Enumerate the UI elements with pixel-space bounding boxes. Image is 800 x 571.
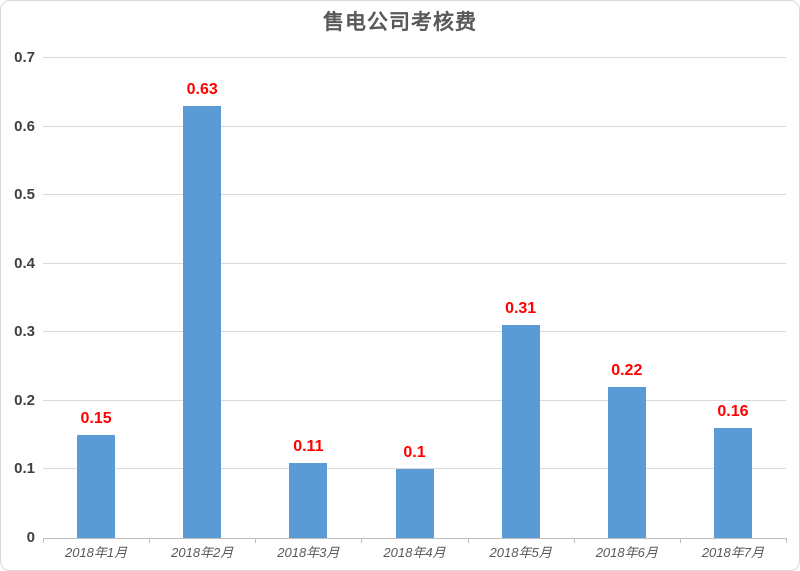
y-tick-label: 0.7: [14, 49, 35, 66]
x-tick-label: 2018年7月: [701, 545, 764, 560]
bar: [395, 469, 434, 538]
y-tick-label: 0.5: [14, 186, 35, 204]
x-tick-label: 2018年3月: [277, 545, 340, 560]
data-label: 0.22: [611, 362, 643, 380]
axis-tick: [786, 538, 787, 543]
bar: [77, 435, 116, 538]
y-tick-label: 0.2: [14, 391, 35, 409]
axis-tick: [43, 538, 44, 543]
data-label: 0.63: [186, 81, 218, 98]
x-tick-label: 2018年6月: [595, 545, 658, 560]
gridline: [43, 262, 786, 264]
y-tick-label: 0.4: [14, 254, 35, 272]
gridline: [43, 125, 786, 127]
y-tick-label: 0.1: [14, 460, 35, 478]
x-tick-label: 2018年5月: [489, 545, 552, 560]
gridline: [43, 468, 786, 470]
data-label: 0.31: [505, 300, 537, 318]
gridline: [43, 331, 786, 333]
y-tick-label: 0.3: [14, 323, 35, 341]
bar: [289, 462, 328, 538]
gridline: [43, 57, 786, 58]
gridline: [43, 194, 786, 196]
data-label: 0.16: [717, 403, 749, 421]
data-label: 0.1: [403, 444, 426, 462]
bar: [713, 428, 752, 538]
bar: [607, 387, 646, 538]
x-axis-line: [43, 538, 786, 539]
axis-tick: [468, 538, 469, 543]
axis-tick: [680, 538, 681, 543]
axis-tick: [574, 538, 575, 543]
bar: [501, 325, 540, 538]
axis-tick: [149, 538, 150, 543]
data-label: 0.11: [293, 437, 324, 455]
y-tick-label: 0: [26, 529, 35, 546]
axis-tick: [361, 538, 362, 543]
data-label: 0.15: [80, 410, 112, 428]
axis-tick: [255, 538, 256, 543]
chart-title: 售电公司考核费: [323, 11, 477, 34]
gridline: [43, 399, 786, 401]
y-tick-label: 0.6: [14, 117, 35, 135]
x-tick-label: 2018年4月: [383, 545, 446, 560]
x-tick-label: 2018年1月: [64, 545, 128, 560]
plot-area: 0.15 0.63 0.11 0.1 0.31 0.22 0.16: [43, 57, 786, 539]
x-tick-label: 2018年2月: [171, 545, 234, 560]
bar: [183, 106, 222, 538]
